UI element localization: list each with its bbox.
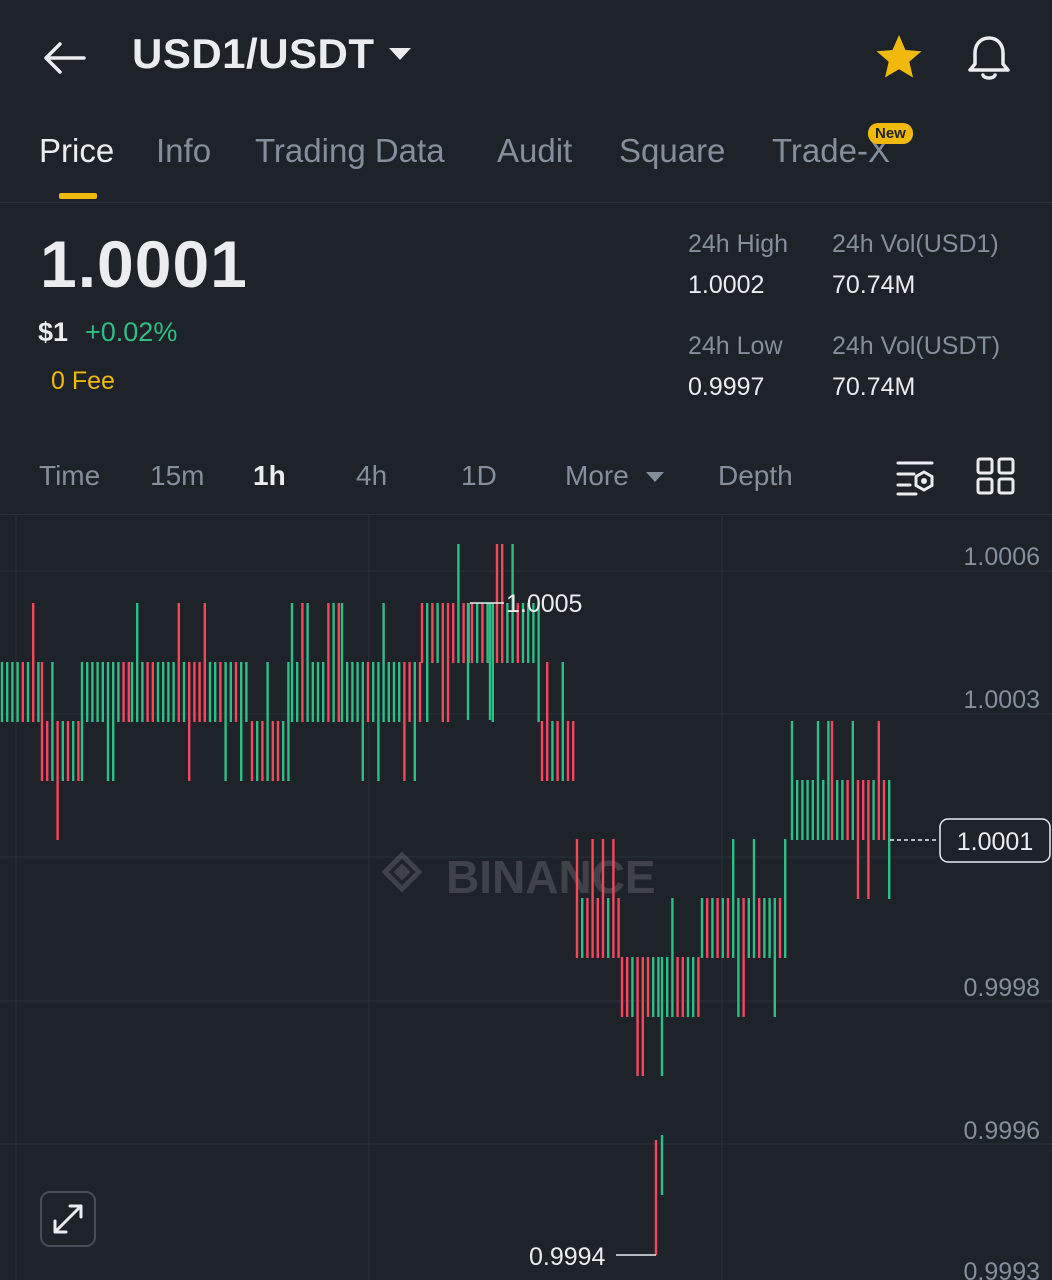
last-price: 1.0001: [40, 227, 248, 301]
interval-1d[interactable]: 1D: [461, 460, 497, 491]
price-change: +0.02%: [85, 317, 178, 347]
pair-name: USD1/USDT: [132, 30, 375, 77]
fee-badge[interactable]: 0 Fee: [51, 367, 115, 395]
interval-15m[interactable]: 15m: [150, 460, 205, 491]
vol-quote-label: 24h Vol(USDT): [832, 332, 1001, 360]
active-tab-indicator: [59, 193, 97, 199]
usd-price: $1: [38, 317, 69, 347]
star-icon[interactable]: [872, 31, 926, 85]
expand-icon: [53, 1204, 83, 1234]
interval-more[interactable]: More: [565, 460, 629, 491]
arrow-left-icon[interactable]: [40, 36, 88, 80]
chevron-down-icon: [646, 472, 664, 482]
interval-time[interactable]: Time: [39, 460, 101, 491]
grid-icon[interactable]: [974, 456, 1018, 498]
vol-quote-value: 70.74M: [832, 373, 916, 401]
y-tick-label: 1.0006: [964, 543, 1040, 571]
bell-icon[interactable]: [962, 31, 1016, 85]
y-tick-label: 1.0003: [964, 686, 1040, 714]
interval-bar: Time 15m 1h 4h 1D More Depth: [0, 448, 1052, 515]
chart-grid: [0, 515, 1052, 1280]
tab-square[interactable]: Square: [619, 132, 726, 169]
interval-4h[interactable]: 4h: [356, 460, 388, 491]
chevron-down-icon: [388, 48, 411, 60]
y-tick-label: 0.9996: [964, 1117, 1040, 1145]
pair-selector[interactable]: USD1/USDT: [132, 30, 411, 78]
max-price-label: 1.0005: [506, 590, 582, 618]
tab-info[interactable]: Info: [156, 132, 212, 169]
chart-settings-icon[interactable]: [894, 456, 938, 498]
last-price-marker: [939, 818, 1051, 863]
depth-toggle[interactable]: Depth: [718, 460, 793, 491]
low-value: 0.9997: [688, 373, 765, 401]
vol-base-label: 24h Vol(USD1): [832, 230, 999, 258]
tab-audit[interactable]: Audit: [497, 132, 573, 169]
tab-price[interactable]: Price: [39, 132, 115, 169]
high-value: 1.0002: [688, 271, 765, 299]
top-bar: USD1/USDT: [0, 0, 1052, 115]
low-label: 24h Low: [688, 332, 783, 360]
candlestick-chart[interactable]: BINANCE 1.0006 1.0003 0.9998 0.9996 0.99…: [0, 515, 1052, 1280]
vol-base-value: 70.74M: [832, 271, 916, 299]
expand-chart-button[interactable]: [40, 1191, 96, 1247]
last-price-marker-text: 1.0001: [957, 828, 1033, 856]
interval-1h[interactable]: 1h: [253, 460, 286, 491]
tab-trading-data[interactable]: Trading Data: [255, 132, 445, 169]
y-tick-label: 0.9998: [964, 974, 1040, 1002]
candles: [0, 544, 891, 1255]
min-price-label: 0.9994: [529, 1243, 606, 1271]
watermark-text: BINANCE: [446, 851, 656, 903]
high-label: 24h High: [688, 230, 789, 258]
binance-logo-watermark: BINANCE: [381, 851, 656, 903]
new-badge: New: [868, 123, 913, 144]
y-tick-label: 0.9993: [964, 1258, 1040, 1280]
